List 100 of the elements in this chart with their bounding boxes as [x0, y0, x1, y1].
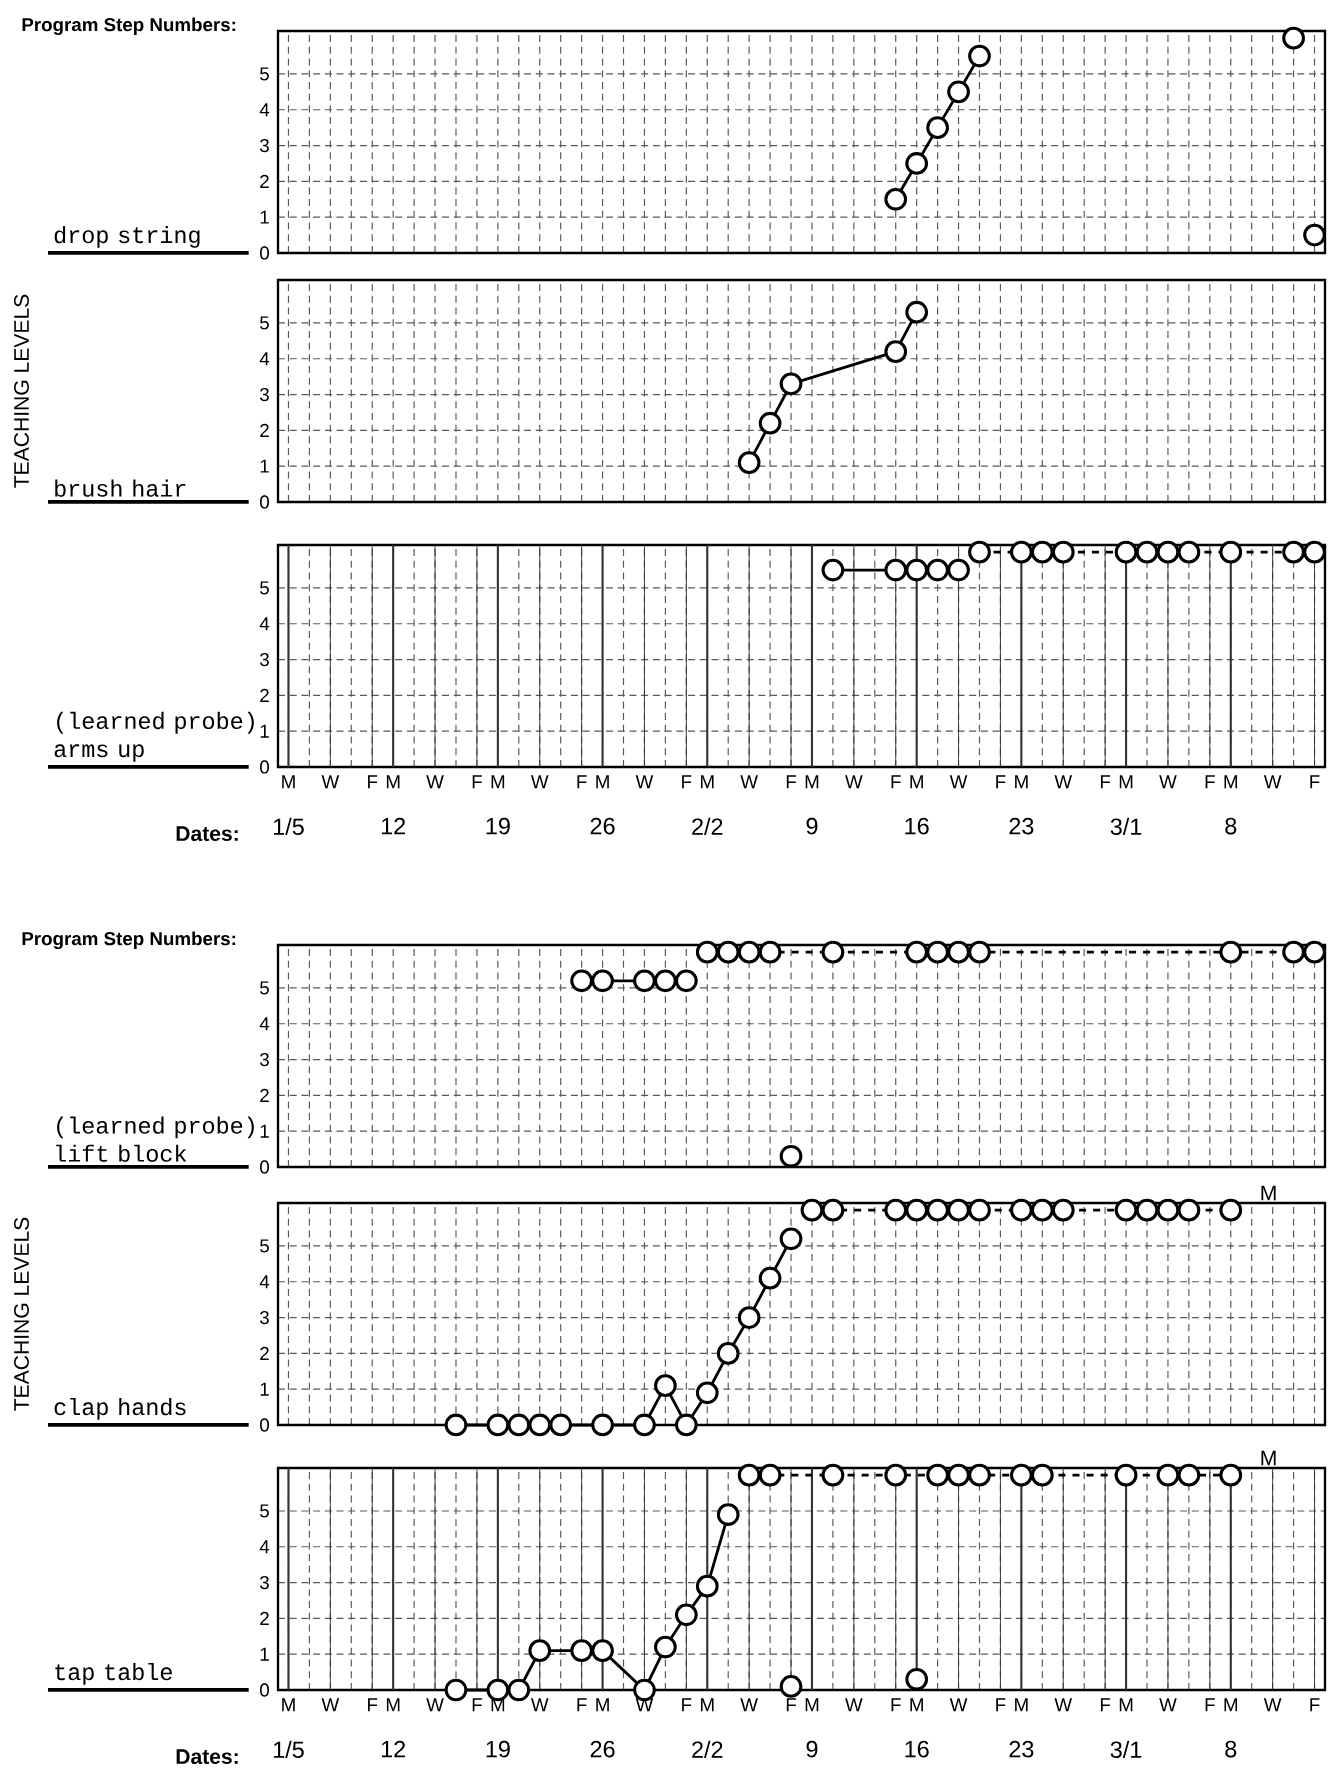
point: [884, 1198, 908, 1222]
x-tick-label: W: [740, 775, 758, 789]
y-tick-label: 2: [260, 174, 269, 188]
point: [674, 969, 698, 993]
point: [633, 1413, 656, 1437]
x-tick-label: F: [996, 1698, 1006, 1712]
text: 26: [590, 817, 615, 835]
text: 19: [486, 1740, 510, 1758]
point: [444, 1678, 468, 1702]
x-axis-title: Dates:: [176, 826, 238, 842]
point: [905, 940, 929, 964]
x-tick-label: F: [368, 775, 378, 789]
y-tick-label: 3: [260, 1310, 269, 1325]
point: [737, 940, 761, 964]
point: [1114, 1463, 1138, 1487]
point: [926, 116, 949, 140]
point: [758, 1463, 782, 1487]
y-tick-label: 2: [260, 1346, 269, 1360]
x-tick-label: M: [1015, 1698, 1028, 1712]
y-tick-label: 0: [260, 760, 269, 774]
y-tick-label: 3: [260, 138, 269, 153]
point: [779, 1675, 803, 1698]
point: [1135, 1198, 1159, 1222]
point: [674, 1413, 698, 1437]
y-tick-label: 2: [260, 423, 269, 437]
point: [926, 940, 949, 964]
x-tick-label: F: [996, 775, 1006, 789]
point: [654, 969, 677, 993]
x-tick-label: W: [530, 1698, 549, 1712]
x-tick-label: M: [910, 775, 923, 789]
point: [1114, 1198, 1138, 1222]
point: [779, 1227, 803, 1251]
y-tick-label: 5: [260, 1504, 269, 1518]
y-tick-label: 0: [260, 246, 269, 260]
text: 12: [381, 1740, 406, 1758]
x-tick-label: F: [1205, 1698, 1215, 1712]
y-tick-label: 2: [260, 688, 269, 702]
point: [884, 1463, 908, 1487]
point: [1219, 1463, 1243, 1487]
point: [444, 1413, 468, 1437]
point: [1051, 1198, 1075, 1222]
text: (learned probe) arms up: [54, 711, 254, 762]
x-tick-label: M: [1119, 775, 1133, 789]
y-tick-label: 3: [260, 1575, 269, 1590]
x-tick-label: M: [1015, 775, 1028, 789]
y-tick-label: 4: [259, 617, 270, 631]
point: [968, 44, 991, 68]
x-tick-label: M: [805, 1698, 819, 1712]
text: 16: [905, 817, 929, 835]
point: [737, 451, 761, 474]
point: [779, 372, 803, 396]
x-tick-label: W: [1263, 1698, 1282, 1712]
point: [591, 1413, 614, 1437]
text: 8: [1225, 817, 1237, 835]
point: [800, 1198, 824, 1222]
y-tick-label: 3: [260, 1052, 269, 1067]
text: tap table: [55, 1663, 172, 1685]
point: [947, 1198, 970, 1222]
x-tick-label: F: [472, 775, 482, 789]
point: [633, 969, 656, 993]
point: [737, 1306, 761, 1329]
x-tick-label: M: [282, 775, 295, 789]
text: 1/5: [273, 1740, 304, 1758]
point: [654, 1635, 677, 1659]
x-tick-label: F: [1310, 1698, 1320, 1712]
point: [654, 1374, 677, 1397]
x-axis-title: Dates:: [176, 1749, 238, 1765]
y-tick-label: 5: [260, 67, 269, 81]
x-tick-label: F: [682, 1698, 692, 1712]
text: 3/1: [1110, 817, 1142, 835]
x-tick-label: W: [1054, 1698, 1073, 1712]
point: [1177, 1198, 1201, 1222]
point: [905, 1667, 929, 1691]
y-axis-title: TEACHING LEVELS: [14, 1217, 29, 1411]
x-tick-label: F: [786, 775, 796, 789]
point: [821, 1463, 845, 1487]
x-tick-label: F: [472, 1698, 482, 1712]
y-tick-label: 0: [260, 1418, 269, 1432]
y-axis-title: TEACHING LEVELS: [14, 294, 29, 488]
x-tick-label: F: [1205, 775, 1215, 789]
point: [758, 940, 782, 964]
point: [1219, 940, 1243, 964]
x-tick-label: M: [1224, 775, 1238, 789]
text: 26: [590, 1740, 615, 1758]
point: [1156, 1463, 1180, 1487]
text: 16: [905, 1740, 929, 1758]
x-tick-label: F: [577, 775, 587, 789]
y-tick-label: 2: [260, 1611, 269, 1625]
y-tick-label: 4: [259, 1017, 270, 1031]
point: [968, 940, 991, 964]
point: [528, 1639, 552, 1662]
y-tick-label: 1: [260, 210, 269, 224]
x-tick-label: W: [321, 775, 340, 789]
text: 3/1: [1110, 1740, 1142, 1758]
point: [528, 1413, 552, 1437]
point: [507, 1413, 531, 1437]
point: [1282, 940, 1305, 964]
text: clap hands: [54, 1398, 186, 1420]
point: [737, 1463, 761, 1487]
point: [926, 1463, 949, 1487]
